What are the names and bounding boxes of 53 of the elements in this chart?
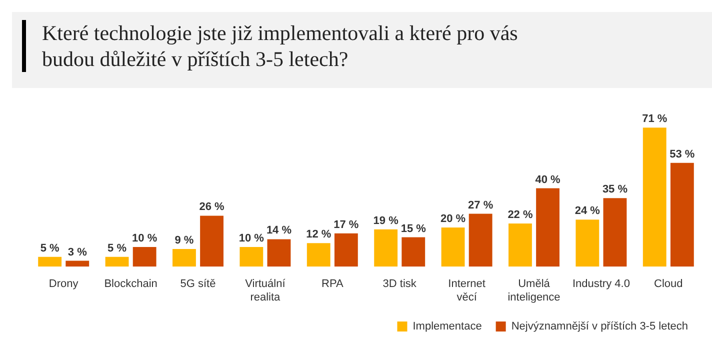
x-tick-label: Cloud [654,278,683,290]
data-label: 10 % [238,232,264,245]
bar [66,260,90,267]
data-label: 12 % [306,228,332,241]
bar [642,128,666,267]
data-label: 3 % [68,246,88,258]
data-label: 19 % [373,214,399,227]
data-label: 15 % [400,222,426,235]
x-tick-label: RPA [321,278,344,290]
bar [441,227,465,267]
x-tick-label: Virtuální realita [245,278,286,304]
data-label: 22 % [508,209,533,222]
x-tick-label: Industry 4.0 [572,278,630,290]
bar [267,239,291,267]
data-label: 26 % [199,201,225,214]
bar [402,237,426,267]
x-tick-label: Drony [48,278,79,290]
x-tick-label: Umělá inteligence [508,278,560,304]
legend-label: Nejvýznamnější v příštích 3-5 letech [511,320,688,333]
x-tick-label: 5G sítě [180,278,216,290]
bar [132,247,156,267]
chart-title: Které technologie jste již implementovali a které pro vás budou důležité v příštích 3-5 letech? [42,20,519,72]
bar [508,224,532,267]
data-label: 5 % [40,242,60,254]
bar [670,162,694,267]
data-label: 10 % [132,232,158,245]
bar [240,247,264,267]
data-label: 27 % [468,199,494,212]
bar [172,248,196,267]
bar [306,243,330,267]
legend-label: Implementace [412,320,482,333]
bar [536,188,560,267]
x-tick-label: 3D tisk [382,278,417,290]
data-label: 20 % [440,212,466,225]
bar [374,229,398,267]
data-label: 14 % [266,224,292,237]
data-label: 24 % [574,205,600,218]
x-tick-label: Blockchain [104,278,158,290]
bar [105,256,129,267]
bar [603,198,627,267]
bar [200,216,224,267]
bar [334,233,358,267]
data-label: 17 % [334,218,359,231]
data-label: 53 % [670,148,695,160]
data-label: 5 % [108,242,127,254]
data-label: 71 % [642,113,668,126]
data-label: 9 % [174,234,194,247]
x-tick-label: Internet věcí [448,278,486,304]
bar [576,220,600,267]
bar [38,256,62,267]
data-label: 35 % [602,184,628,196]
data-label: 40 % [535,174,561,186]
bar [468,214,492,267]
